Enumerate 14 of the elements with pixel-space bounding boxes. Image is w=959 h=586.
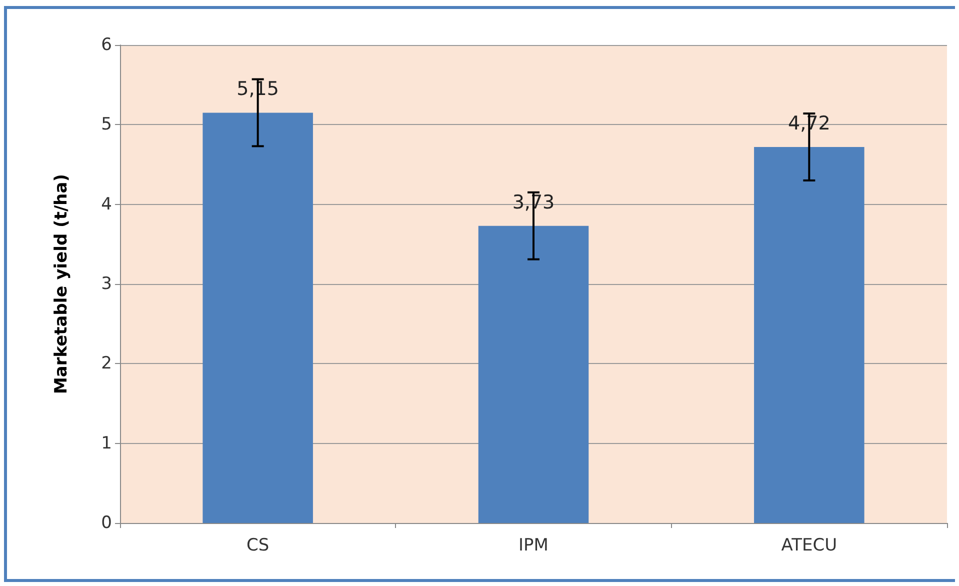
bar [754,146,864,523]
x-tick-label: CS [246,536,270,556]
x-tick-label: ATECU [781,536,838,556]
y-tick-label: 0 [101,513,112,533]
y-tick-label: 4 [101,194,112,214]
y-tick-label: 5 [101,114,112,135]
bar [478,226,589,523]
y-tick-label: 2 [101,354,112,374]
y-tick-label: 1 [101,433,112,454]
y-axis-title: Marketable yield (t/ha) [52,174,72,394]
y-tick-label: 6 [101,35,112,55]
x-tick-label: IPM [518,536,548,556]
bar [202,112,313,523]
y-tick-label: 3 [101,274,112,294]
